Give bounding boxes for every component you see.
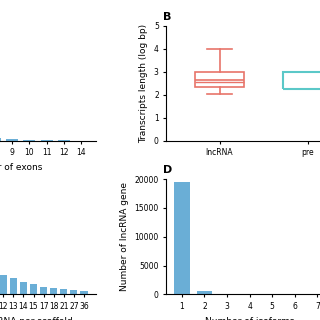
Bar	[196, 291, 212, 294]
Text: D: D	[163, 165, 172, 175]
Bar	[70, 290, 77, 294]
X-axis label: Number of lncRNA per scaffold: Number of lncRNA per scaffold	[0, 316, 73, 320]
Bar	[30, 284, 37, 294]
Bar	[0, 138, 1, 141]
Bar	[41, 140, 53, 141]
Y-axis label: Number of lncRNA gene: Number of lncRNA gene	[120, 182, 129, 291]
X-axis label: Number of isoforms: Number of isoforms	[205, 316, 294, 320]
Bar	[174, 182, 190, 294]
Bar	[23, 140, 36, 141]
Bar	[40, 287, 47, 294]
Y-axis label: Transcripts length (log bp): Transcripts length (log bp)	[139, 24, 148, 143]
Bar	[81, 292, 88, 294]
X-axis label: Number of exons: Number of exons	[0, 163, 42, 172]
Bar	[60, 289, 67, 294]
Bar	[20, 282, 27, 294]
Bar	[10, 278, 17, 294]
Bar	[0, 275, 7, 294]
Bar	[50, 288, 57, 294]
Text: B: B	[163, 12, 172, 22]
Bar	[6, 140, 18, 141]
Bar	[58, 140, 70, 141]
